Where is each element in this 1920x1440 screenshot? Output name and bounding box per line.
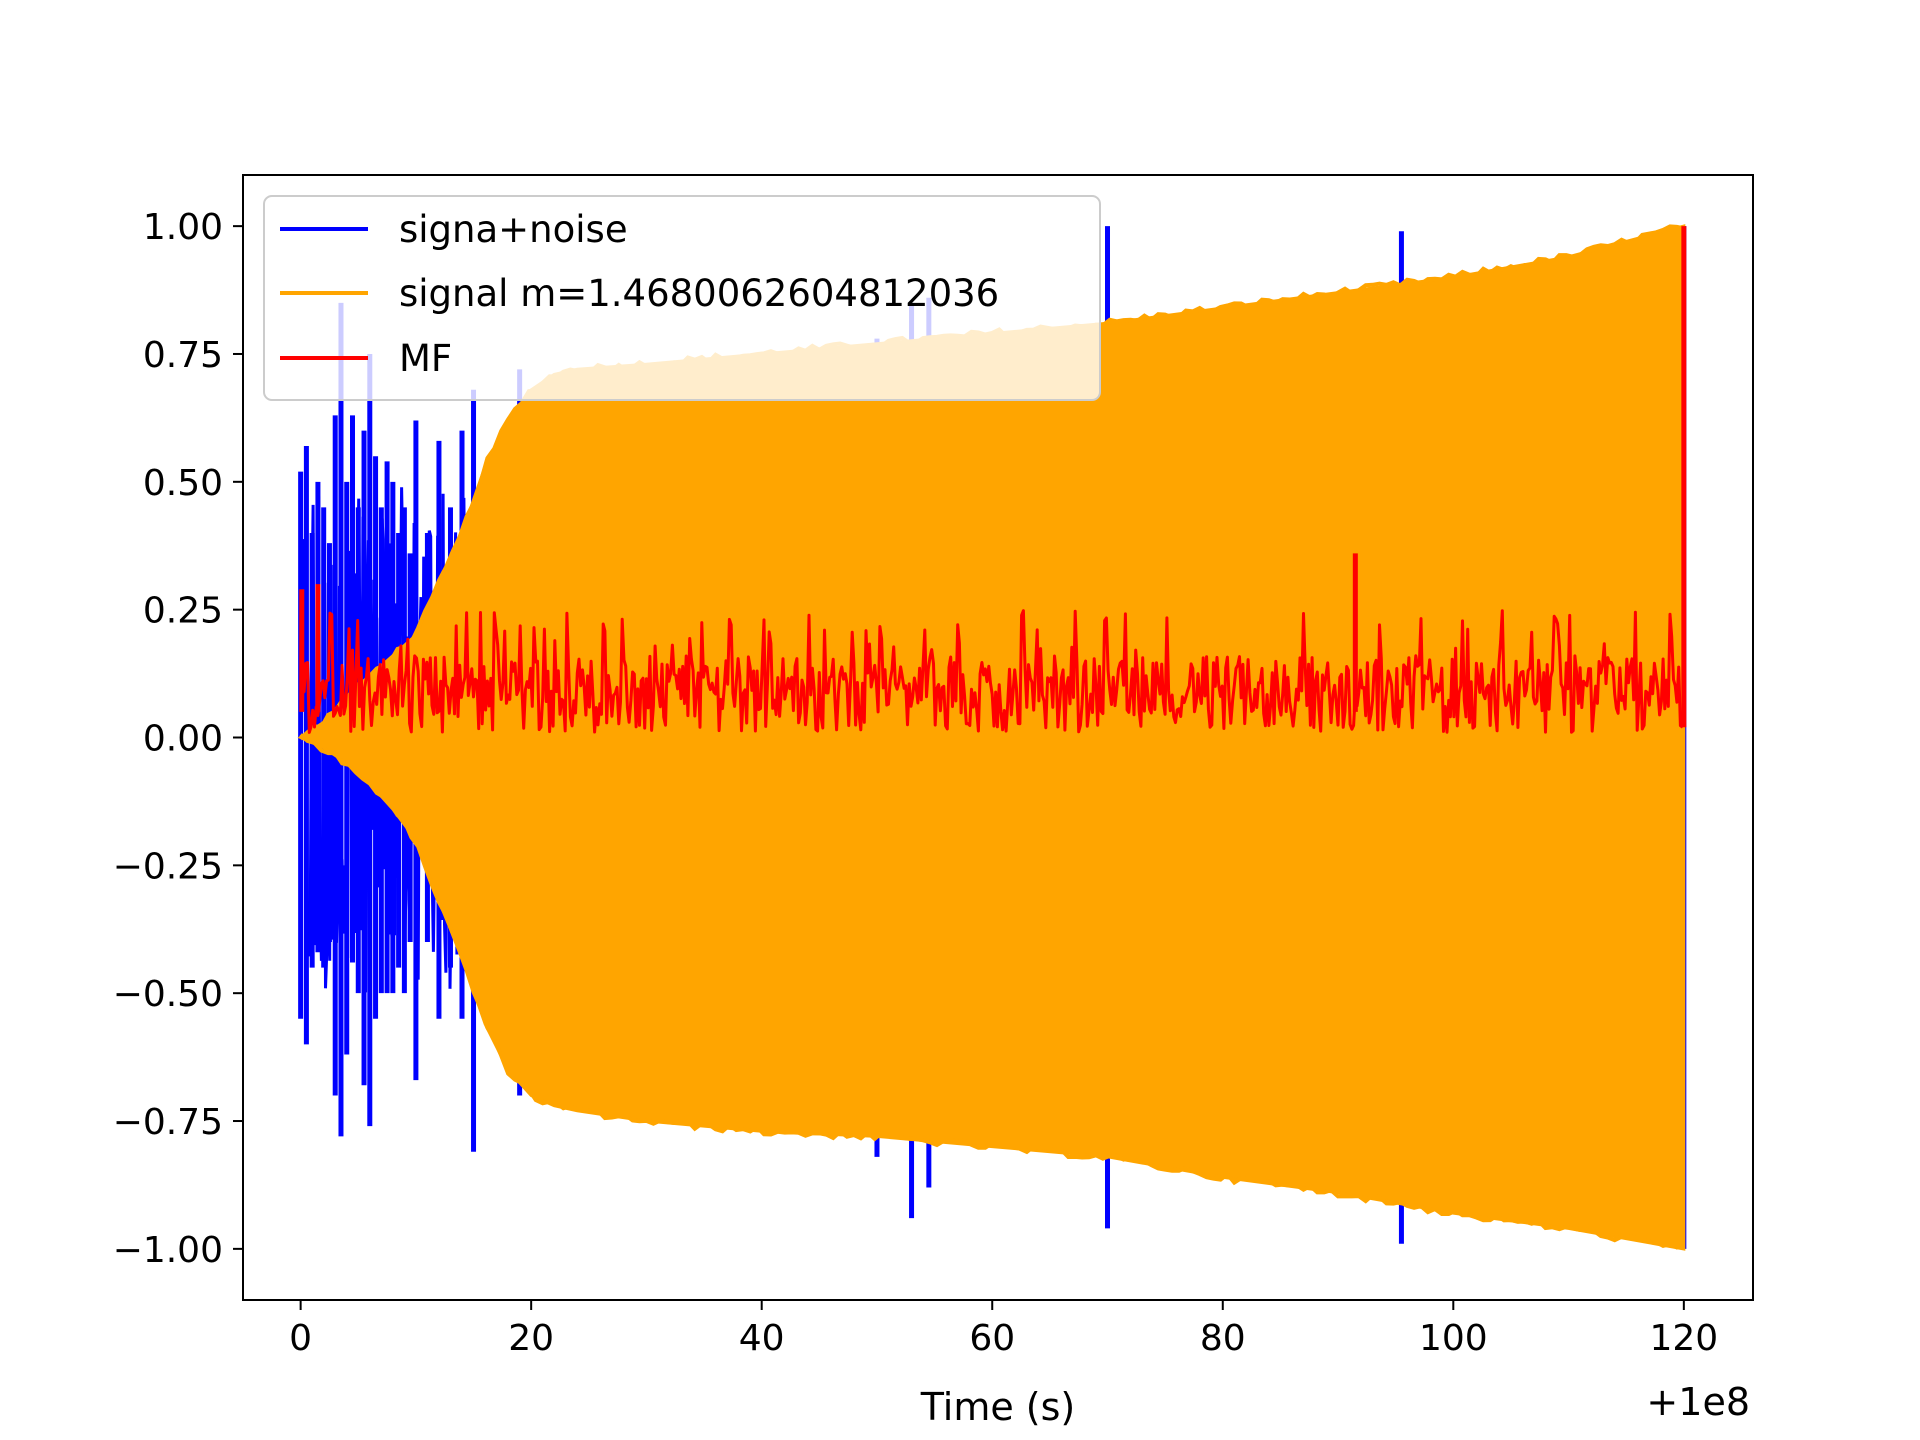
- legend-label-signal: signal m=1.4680062604812036: [399, 272, 999, 315]
- legend: signa+noise signal m=1.4680062604812036 …: [263, 195, 1101, 401]
- legend-box: [263, 195, 1101, 401]
- y-tick-label: −1.00: [113, 1230, 223, 1271]
- x-tick-label: 0: [289, 1318, 312, 1359]
- x-axis-offset-label: +1e8: [1646, 1380, 1750, 1424]
- x-tick-label: 80: [1200, 1318, 1246, 1359]
- y-tick-label: −0.25: [113, 846, 223, 887]
- x-tick-label: 120: [1649, 1318, 1718, 1359]
- y-tick-label: −0.75: [113, 1102, 223, 1143]
- x-axis-label: Time (s): [920, 1385, 1076, 1429]
- x-tick-label: 60: [969, 1318, 1015, 1359]
- x-tick-label: 20: [508, 1318, 554, 1359]
- signal-lower-edge: [299, 733, 1685, 1250]
- x-axis: 0 20 40 60 80 100 120: [289, 1300, 1718, 1359]
- x-tick-label: 40: [739, 1318, 785, 1359]
- y-axis: 1.00 0.75 0.50 0.25 0.00 −0.25 −0.50 −0.75 −1.00: [113, 207, 243, 1271]
- mf-trace: [299, 609, 1684, 734]
- plot-area: [297, 224, 1687, 1251]
- legend-label-mf: MF: [399, 337, 452, 380]
- series-mf: [299, 226, 1687, 734]
- y-tick-label: 0.00: [143, 719, 223, 760]
- y-tick-label: 0.75: [143, 335, 223, 376]
- legend-label-signa-noise: signa+noise: [399, 208, 628, 251]
- x-tick-label: 100: [1419, 1318, 1488, 1359]
- y-tick-label: 0.25: [143, 591, 223, 632]
- y-tick-label: −0.50: [113, 974, 223, 1015]
- y-tick-label: 1.00: [143, 207, 223, 248]
- y-tick-label: 0.50: [143, 463, 223, 504]
